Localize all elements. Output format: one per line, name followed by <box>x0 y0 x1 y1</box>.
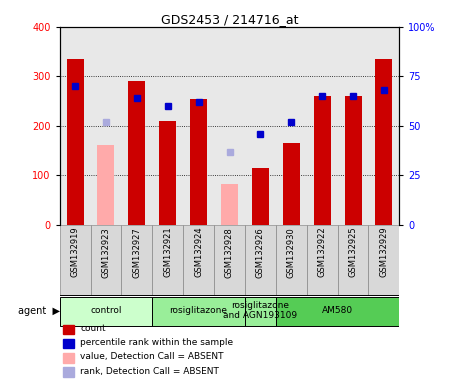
Text: rosiglitazone
and AGN193109: rosiglitazone and AGN193109 <box>224 301 297 320</box>
Text: rank, Detection Call = ABSENT: rank, Detection Call = ABSENT <box>80 367 219 376</box>
Bar <box>63 353 74 362</box>
Bar <box>245 297 276 326</box>
Text: count: count <box>80 324 106 333</box>
Text: GSM132924: GSM132924 <box>194 227 203 278</box>
Bar <box>252 168 269 225</box>
Bar <box>63 367 74 377</box>
Text: agent  ▶: agent ▶ <box>17 306 60 316</box>
Bar <box>345 96 362 225</box>
Bar <box>313 96 330 225</box>
Text: GSM132926: GSM132926 <box>256 227 265 278</box>
Text: GSM132929: GSM132929 <box>380 227 388 278</box>
Bar <box>159 121 176 225</box>
Bar <box>63 324 74 334</box>
Bar <box>375 59 392 225</box>
Bar <box>307 225 337 295</box>
Text: AM580: AM580 <box>322 306 353 315</box>
Bar <box>369 225 399 295</box>
Bar <box>190 99 207 225</box>
Text: GSM132919: GSM132919 <box>71 227 79 278</box>
Bar <box>183 225 214 295</box>
Bar <box>129 81 146 225</box>
Bar <box>276 225 307 295</box>
Text: value, Detection Call = ABSENT: value, Detection Call = ABSENT <box>80 353 224 361</box>
Text: GSM132925: GSM132925 <box>348 227 358 278</box>
Bar <box>122 225 152 295</box>
Text: GSM132922: GSM132922 <box>318 227 327 278</box>
Bar <box>60 225 90 295</box>
Bar <box>67 59 84 225</box>
Bar <box>337 225 369 295</box>
Bar <box>60 297 152 326</box>
Title: GDS2453 / 214716_at: GDS2453 / 214716_at <box>161 13 298 26</box>
Bar <box>276 297 399 326</box>
Bar <box>90 225 122 295</box>
Text: percentile rank within the sample: percentile rank within the sample <box>80 338 233 347</box>
Text: GSM132921: GSM132921 <box>163 227 172 278</box>
Bar <box>152 297 245 326</box>
Text: GSM132930: GSM132930 <box>287 227 296 278</box>
Text: control: control <box>90 306 122 315</box>
Bar <box>221 184 238 225</box>
Bar <box>97 145 114 225</box>
Text: GSM132923: GSM132923 <box>101 227 111 278</box>
Bar <box>214 225 245 295</box>
Text: GSM132927: GSM132927 <box>132 227 141 278</box>
Text: GSM132928: GSM132928 <box>225 227 234 278</box>
Bar <box>63 339 74 348</box>
Bar <box>152 225 183 295</box>
Text: rosiglitazone: rosiglitazone <box>170 306 228 315</box>
Bar <box>283 143 300 225</box>
Bar <box>245 225 276 295</box>
